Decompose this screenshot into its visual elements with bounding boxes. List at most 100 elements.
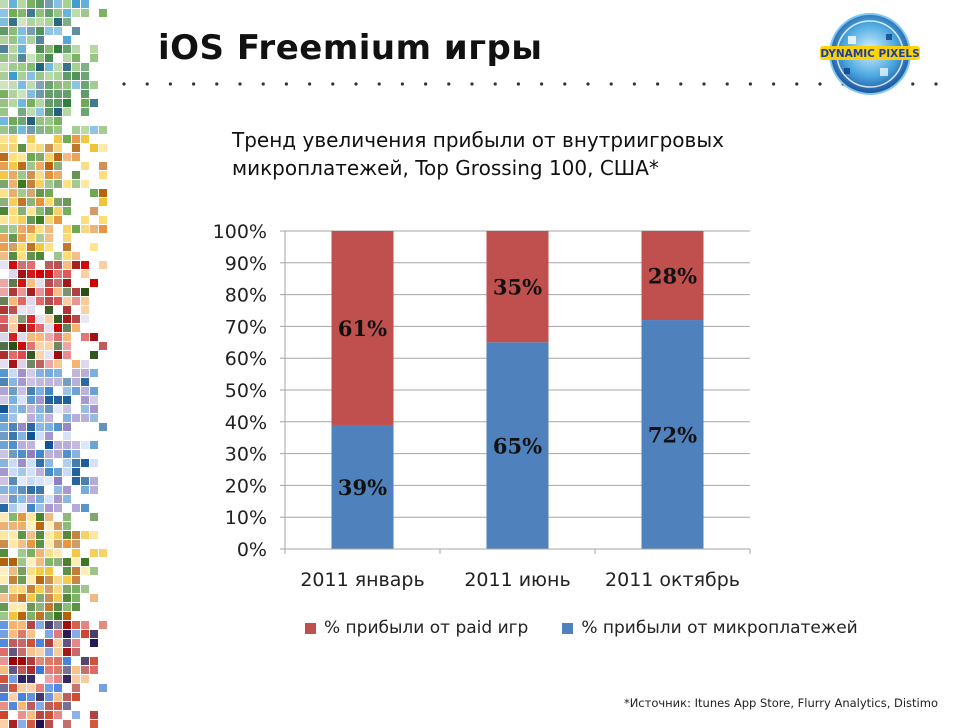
divider-dot: [818, 82, 822, 86]
mosaic-tile: [18, 504, 26, 512]
mosaic-tile: [54, 621, 62, 629]
mosaic-tile: [18, 54, 26, 62]
mosaic-tile: [63, 198, 71, 206]
mosaic-tile: [0, 252, 8, 260]
mosaic-tile: [9, 162, 17, 170]
mosaic-tile: [72, 126, 80, 134]
mosaic-tile: [36, 477, 44, 485]
mosaic-tile: [81, 477, 89, 485]
y-tick-label: 30%: [225, 444, 267, 466]
mosaic-tile: [18, 621, 26, 629]
mosaic-tile: [27, 153, 35, 161]
mosaic-tile: [18, 261, 26, 269]
mosaic-tile: [54, 288, 62, 296]
mosaic-tile: [9, 144, 17, 152]
mosaic-tile: [72, 540, 80, 548]
mosaic-tile: [36, 216, 44, 224]
mosaic-tile: [63, 585, 71, 593]
mosaic-tile: [0, 657, 8, 665]
mosaic-tile: [0, 666, 8, 674]
mosaic-tile: [27, 702, 35, 710]
mosaic-tile: [90, 243, 98, 251]
mosaic-tile: [45, 324, 53, 332]
mosaic-tile: [9, 378, 17, 386]
mosaic-tile: [45, 99, 53, 107]
mosaic-tile: [72, 54, 80, 62]
divider-dot: [748, 82, 753, 86]
mosaic-tile: [18, 63, 26, 71]
mosaic-tile: [45, 27, 53, 35]
mosaic-tile: [36, 333, 44, 341]
mosaic-tile: [27, 621, 35, 629]
mosaic-tile: [63, 414, 71, 422]
divider-dot: [679, 82, 683, 86]
mosaic-tile: [81, 630, 89, 638]
mosaic-tile: [63, 9, 71, 17]
mosaic-tile: [36, 567, 44, 575]
mosaic-tile: [81, 225, 89, 233]
mosaic-tile: [27, 639, 35, 647]
mosaic-tile: [27, 522, 35, 530]
mosaic-tile: [45, 261, 53, 269]
mosaic-tile: [90, 549, 98, 557]
mosaic-tile: [36, 585, 44, 593]
slide-title: iOS Freemium игры: [158, 28, 543, 68]
mosaic-tile: [27, 36, 35, 44]
mosaic-tile: [45, 693, 53, 701]
mosaic-tile: [54, 63, 62, 71]
mosaic-tile: [9, 72, 17, 80]
mosaic-tile: [63, 702, 71, 710]
mosaic-tile: [45, 702, 53, 710]
mosaic-tile: [36, 360, 44, 368]
mosaic-tile: [54, 90, 62, 98]
mosaic-tile: [63, 180, 71, 188]
mosaic-tile: [0, 333, 8, 341]
mosaic-tile: [72, 504, 80, 512]
mosaic-tile: [0, 414, 8, 422]
mosaic-tile: [36, 684, 44, 692]
mosaic-tile: [54, 711, 62, 719]
mosaic-tile: [9, 297, 17, 305]
mosaic-tile: [54, 612, 62, 620]
mosaic-tile: [0, 63, 8, 71]
mosaic-tile: [27, 693, 35, 701]
mosaic-tile: [99, 126, 107, 134]
mosaic-tile: [90, 459, 98, 467]
mosaic-tile: [81, 567, 89, 575]
mosaic-tile: [27, 0, 35, 8]
mosaic-tile: [99, 342, 107, 350]
mosaic-tile: [54, 162, 62, 170]
mosaic-tile: [90, 567, 98, 575]
mosaic-tile: [81, 441, 89, 449]
mosaic-tile: [0, 585, 8, 593]
y-tick-label: 10%: [225, 507, 267, 529]
y-tick-label: 100%: [213, 221, 267, 243]
mosaic-tile: [45, 216, 53, 224]
mosaic-tile: [63, 387, 71, 395]
mosaic-tile: [18, 9, 26, 17]
mosaic-tile: [9, 414, 17, 422]
mosaic-tile: [81, 405, 89, 413]
mosaic-tile: [27, 450, 35, 458]
mosaic-tile: [54, 45, 62, 53]
mosaic-tile: [54, 702, 62, 710]
mosaic-tile: [36, 387, 44, 395]
mosaic-tile: [63, 297, 71, 305]
mosaic-tile: [27, 549, 35, 557]
mosaic-tile: [45, 720, 53, 728]
mosaic-tile: [0, 324, 8, 332]
mosaic-tile: [63, 54, 71, 62]
mosaic-tile: [18, 684, 26, 692]
mosaic-tile: [0, 18, 8, 26]
mosaic-tile: [9, 351, 17, 359]
mosaic-tile: [0, 594, 8, 602]
mosaic-tile: [36, 657, 44, 665]
mosaic-tile: [72, 621, 80, 629]
mosaic-tile: [18, 612, 26, 620]
mosaic-tile: [27, 441, 35, 449]
mosaic-tile: [27, 270, 35, 278]
mosaic-tile: [27, 144, 35, 152]
mosaic-tile: [18, 81, 26, 89]
mosaic-tile: [0, 612, 8, 620]
mosaic-tile: [18, 450, 26, 458]
